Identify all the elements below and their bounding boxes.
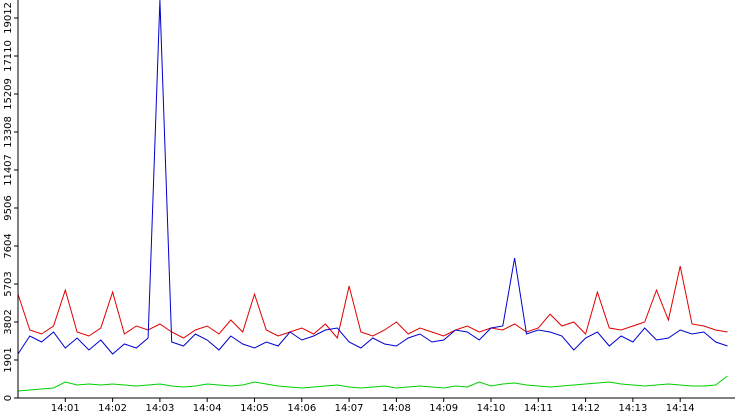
x-tick-label: 14:01 <box>51 403 80 414</box>
x-tick-label: 14:12 <box>571 403 600 414</box>
y-tick-label: 19012 <box>3 2 14 34</box>
y-tick-label: 13308 <box>3 116 14 148</box>
x-tick-label: 14:13 <box>618 403 647 414</box>
y-tick-label: 0 <box>3 395 14 401</box>
y-tick-label: 3802 <box>3 309 14 334</box>
x-tick-label: 14:14 <box>666 403 695 414</box>
y-tick-label: 7604 <box>3 233 14 258</box>
y-tick-label: 17110 <box>3 40 14 72</box>
series-line <box>17 0 728 355</box>
x-tick-label: 14:07 <box>335 403 364 414</box>
x-tick-label: 14:02 <box>98 403 127 414</box>
x-tick-label: 14:09 <box>429 403 458 414</box>
y-tick-label: 11407 <box>3 154 14 186</box>
y-tick-label: 9506 <box>3 195 14 220</box>
x-tick-label: 14:05 <box>240 403 269 414</box>
y-tick-label: 15209 <box>3 78 14 110</box>
x-tick-label: 14:11 <box>524 403 553 414</box>
x-tick-label: 14:10 <box>477 403 506 414</box>
y-tick-label: 1901 <box>3 347 14 372</box>
x-tick-label: 14:03 <box>145 403 174 414</box>
series-line <box>17 375 728 392</box>
x-tick-label: 14:04 <box>193 403 222 414</box>
y-tick-label: 5703 <box>3 271 14 296</box>
x-tick-label: 14:08 <box>382 403 411 414</box>
series-line <box>17 265 728 340</box>
x-tick-label: 14:06 <box>287 403 316 414</box>
